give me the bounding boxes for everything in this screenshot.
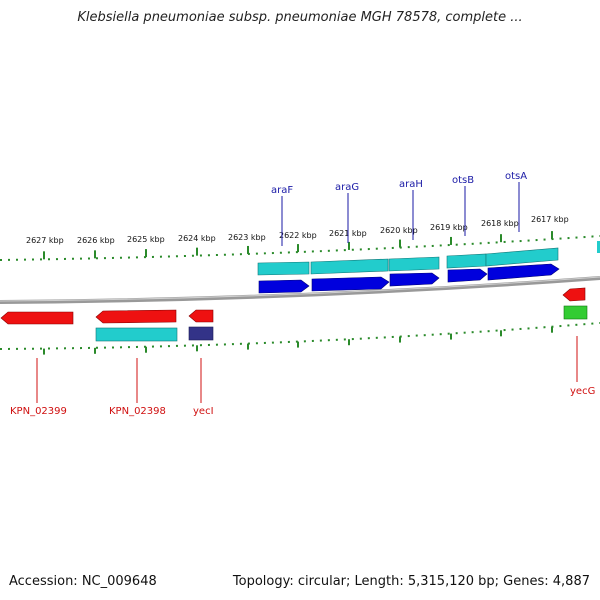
gene-feature-yecG[interactable] xyxy=(563,305,588,320)
cds-arrow-KPN-02398[interactable] xyxy=(95,309,177,324)
cds-arrow-otsB[interactable] xyxy=(447,268,488,283)
lower-ruler-major-ticks xyxy=(43,326,553,355)
gene-label-otsA[interactable]: otsA xyxy=(505,171,527,182)
lower-ruler-track xyxy=(0,322,600,350)
gene-label-KPN-02398[interactable]: KPN_02398 xyxy=(109,406,166,417)
accession-text: Accession: NC_009648 xyxy=(9,574,157,589)
upper-ruler-major-ticks xyxy=(43,231,553,260)
cds-arrow-otsA[interactable] xyxy=(487,263,560,281)
ruler-label: 2618 kbp xyxy=(481,219,519,228)
cds-arrow-araF[interactable] xyxy=(258,279,310,294)
ruler-label: 2622 kbp xyxy=(279,231,317,240)
genome-backbone-highlight xyxy=(0,276,600,302)
misc-feature-yecI[interactable] xyxy=(188,326,214,341)
gene-label-araG[interactable]: araG xyxy=(335,182,359,193)
ruler-label: 2626 kbp xyxy=(77,236,115,245)
gene-label-yecG[interactable]: yecG xyxy=(570,386,595,397)
gene-label-yecI[interactable]: yecI xyxy=(193,406,214,417)
cds-arrow-araH[interactable] xyxy=(389,272,440,287)
ruler-label: 2624 kbp xyxy=(178,234,216,243)
gene-label-araF[interactable]: araF xyxy=(271,185,293,196)
reverse-gene-track xyxy=(95,305,588,342)
gene-feature-araF[interactable] xyxy=(257,261,310,276)
map-title: Klebsiella pneumoniae subsp. pneumoniae … xyxy=(77,10,523,25)
genome-stats-text: Topology: circular; Length: 5,315,120 bp… xyxy=(232,574,590,589)
cds-arrow-yecI[interactable] xyxy=(188,309,214,323)
reverse-cds-track xyxy=(0,287,586,325)
ruler-label: 2623 kbp xyxy=(228,233,266,242)
gene-feature-araH[interactable] xyxy=(388,256,440,272)
gene-feature-KPN-02398[interactable] xyxy=(95,327,178,342)
ruler-label: 2619 kbp xyxy=(430,223,468,232)
gene-feature-otsB[interactable] xyxy=(446,253,487,269)
cds-arrow-yecG[interactable] xyxy=(562,287,586,302)
gene-feature-edge[interactable] xyxy=(597,241,600,253)
forward-gene-track xyxy=(257,241,600,276)
cds-arrow-araG[interactable] xyxy=(311,276,390,292)
gene-feature-araG[interactable] xyxy=(310,258,389,275)
gene-label-otsB[interactable]: otsB xyxy=(452,175,474,186)
ruler-label: 2625 kbp xyxy=(127,235,165,244)
ruler-label: 2620 kbp xyxy=(380,226,418,235)
gene-feature-otsA[interactable] xyxy=(485,247,559,267)
cds-arrow-KPN-02399[interactable] xyxy=(0,311,74,325)
ruler-label: 2627 kbp xyxy=(26,236,64,245)
genome-backbone xyxy=(0,276,600,304)
forward-cds-track xyxy=(258,263,560,294)
ruler-label: 2617 kbp xyxy=(531,215,569,224)
gene-label-KPN-02399[interactable]: KPN_02399 xyxy=(10,406,67,417)
gene-label-araH[interactable]: araH xyxy=(399,179,423,190)
